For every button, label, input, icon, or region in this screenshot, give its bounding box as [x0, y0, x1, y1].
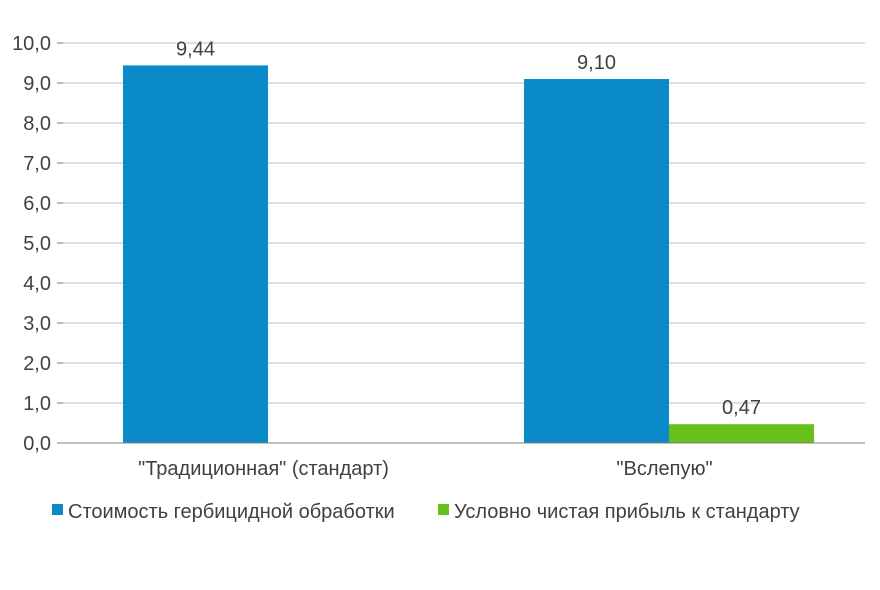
legend: Стоимость гербицидной обработки Условно ч…	[52, 501, 800, 523]
data-labels: 9,44 9,10 0,47	[176, 38, 761, 419]
y-tick-label: 4,0	[23, 273, 51, 295]
y-tick-label: 0,0	[23, 433, 51, 455]
y-tick-label: 3,0	[23, 313, 51, 335]
bar	[669, 424, 814, 443]
legend-swatch	[52, 504, 63, 515]
y-tick-label: 8,0	[23, 113, 51, 135]
y-tick-label: 7,0	[23, 153, 51, 175]
legend-label: Условно чистая прибыль к стандарту	[454, 501, 800, 523]
y-tick-label: 1,0	[23, 393, 51, 415]
x-axis-category-labels: "Традиционная" (стандарт) "Вслепую"	[138, 458, 712, 480]
y-tick-label: 2,0	[23, 353, 51, 375]
y-tick-label: 9,0	[23, 73, 51, 95]
bar-value-label: 0,47	[722, 397, 761, 419]
legend-swatch	[438, 504, 449, 515]
legend-label: Стоимость гербицидной обработки	[68, 501, 395, 523]
bar	[123, 65, 268, 444]
y-tick-label: 10,0	[12, 33, 51, 55]
bars	[123, 65, 814, 444]
bar	[524, 79, 669, 443]
x-category-label: "Традиционная" (стандарт)	[138, 458, 389, 480]
bar-value-label: 9,44	[176, 38, 215, 60]
y-axis-ticks: 0,0 1,0 2,0 3,0 4,0 5,0 6,0 7,0 8,0 9,0 10,0	[12, 33, 63, 455]
y-tick-label: 6,0	[23, 193, 51, 215]
y-tick-label: 5,0	[23, 233, 51, 255]
x-category-label: "Вслепую"	[616, 458, 712, 480]
bar-value-label: 9,10	[577, 52, 616, 74]
